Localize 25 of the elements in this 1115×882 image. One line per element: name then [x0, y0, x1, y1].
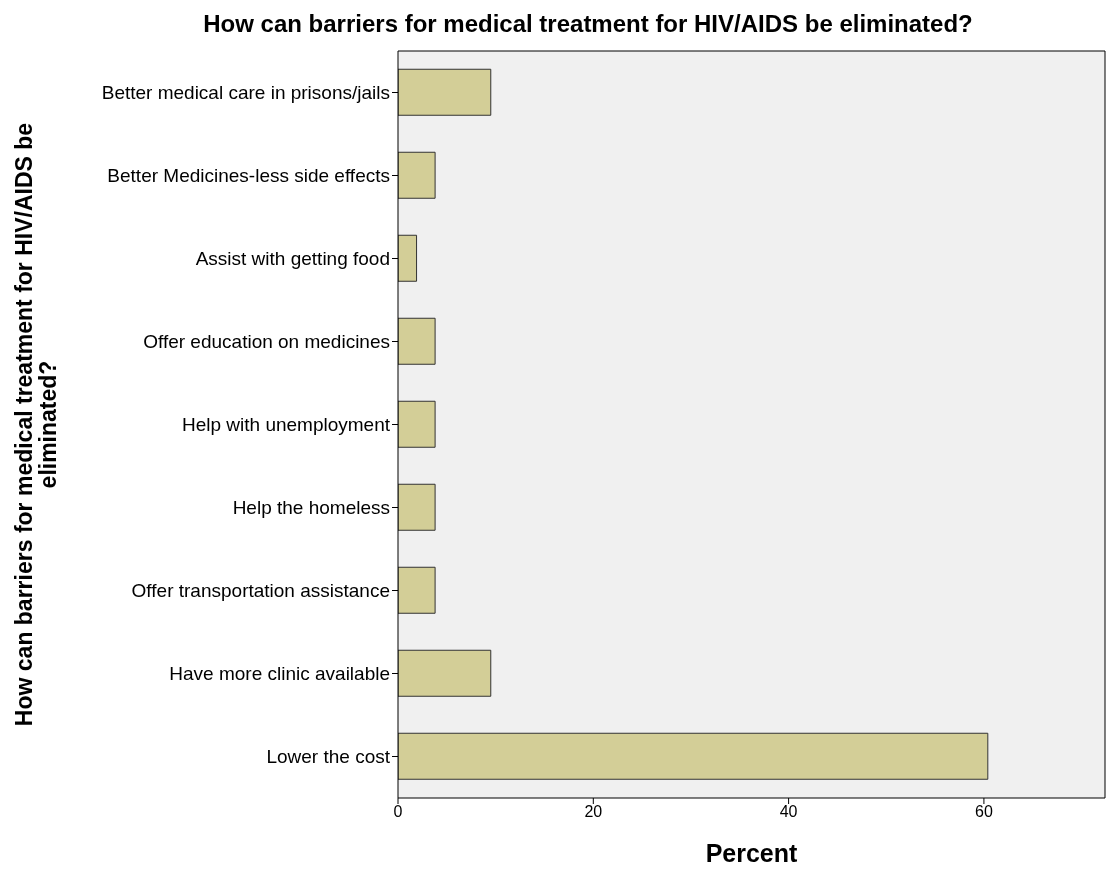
- x-tick-label: 40: [779, 803, 798, 821]
- y-tick-label: Offer transportation assistance: [131, 580, 390, 602]
- x-tick-label: 0: [393, 803, 403, 821]
- bar: [398, 483, 436, 531]
- bar: [398, 234, 418, 282]
- bar: [398, 151, 436, 199]
- bar: [398, 400, 436, 448]
- x-tick-label: 20: [584, 803, 603, 821]
- y-tick-label: Better Medicines-less side effects: [107, 165, 390, 187]
- x-tick-label: 60: [975, 803, 993, 821]
- bar: [398, 649, 492, 697]
- bar: [398, 68, 492, 116]
- bar: [398, 732, 989, 780]
- y-tick-label: Offer education on medicines: [143, 331, 390, 353]
- y-tick-label: Assist with getting food: [195, 248, 390, 270]
- bar: [398, 317, 436, 365]
- y-tick-label: Help with unemployment: [181, 414, 391, 436]
- chart-title: How can barriers for medical treatment for HIV/AIDS be eliminated?: [202, 9, 974, 39]
- y-tick-label: Lower the cost: [266, 746, 391, 768]
- y-tick-label: Have more clinic available: [169, 663, 390, 685]
- bar: [398, 566, 436, 614]
- y-tick-label: Better medical care in prisons/jails: [101, 82, 390, 104]
- x-axis-title: Percent: [705, 839, 799, 867]
- y-tick-label: Help the homeless: [232, 497, 390, 519]
- y-axis-title: How can barriers for medical treatment for HIV/AIDS be eliminated?: [11, 122, 61, 727]
